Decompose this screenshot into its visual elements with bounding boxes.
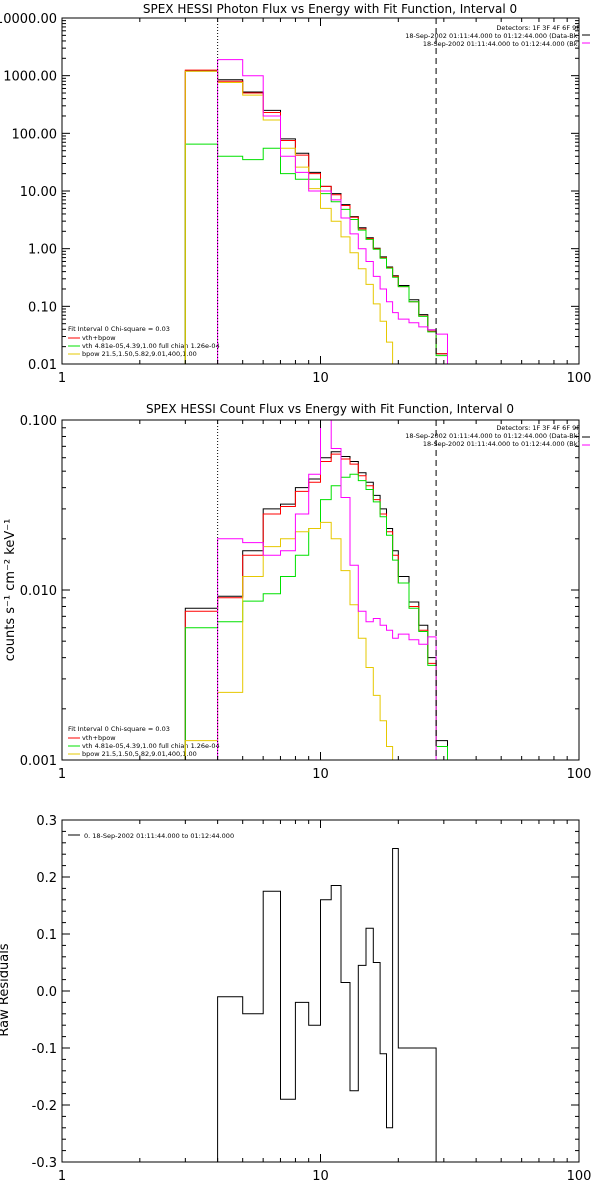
x-tick-label: 10 xyxy=(312,767,329,782)
legend-label: vth 4.81e-05,4.39,1.00 full chian 1.26e-… xyxy=(82,342,220,350)
legend-label: bpow 21.5,1.50,5.82,9.01,400,1.00 xyxy=(82,750,197,758)
y-tick-label: -0.2 xyxy=(32,1099,57,1114)
legend-label: 0. 18-Sep-2002 01:11:44.000 to 01:12:44.… xyxy=(84,832,234,840)
panel-title: SPEX HESSI Count Flux vs Energy with Fit… xyxy=(146,402,514,416)
x-tick-label: 10 xyxy=(312,1169,329,1184)
legend: 0. 18-Sep-2002 01:11:44.000 to 01:12:44.… xyxy=(84,832,234,840)
x-tick-label: 1 xyxy=(58,371,66,386)
legend-label: vth+bpow xyxy=(82,334,116,342)
legend-label: vth 4.81e-05,4.39,1.00 full chian 1.26e-… xyxy=(82,742,220,750)
y-tick-label: 1.00 xyxy=(28,243,57,258)
header-line: 18-Sep-2002 01:11:44.000 to 01:12:44.000… xyxy=(405,432,580,440)
x-tick-label: 10 xyxy=(312,371,329,386)
header-line: 18-Sep-2002 01:11:44.000 to 01:12:44.000… xyxy=(405,32,580,40)
legend: Fit Interval 0 Chi-square = 0.03 vth+bpo… xyxy=(68,325,220,358)
x-tick-label: 100 xyxy=(567,767,592,782)
series-line-total_red xyxy=(184,453,459,760)
series-line-data_black xyxy=(217,848,437,1162)
y-tick-label: 0.2 xyxy=(36,871,57,886)
plot-area xyxy=(184,420,459,760)
y-tick-label: 0.001 xyxy=(20,754,57,769)
series-line-data_magenta xyxy=(217,59,448,364)
series-line-data_black xyxy=(184,70,448,364)
series-line-data_black xyxy=(184,451,459,760)
plot-area xyxy=(217,848,437,1162)
y-tick-label: 100.00 xyxy=(12,127,58,142)
residuals-panel: Raw Residuals 0. 18-Sep-2002 01:11:44.00… xyxy=(0,814,591,1184)
header-line: 18-Sep-2002 01:11:44.000 to 01:12:44.000… xyxy=(423,40,580,48)
y-axis-label: counts s⁻¹ cm⁻² keV⁻¹ xyxy=(3,519,18,662)
y-axis-label: Raw Residuals xyxy=(0,943,12,1036)
panel-title: SPEX HESSI Photon Flux vs Energy with Fi… xyxy=(143,2,517,16)
header-block: Detectors: 1F 3F 4F 6F 9F 18-Sep-2002 01… xyxy=(405,24,580,48)
series-line-powerlaw_yellow xyxy=(184,521,459,760)
y-tick-label: 0.10 xyxy=(28,300,57,315)
series-line-thermal_green xyxy=(184,473,459,760)
x-tick-label: 1 xyxy=(58,767,66,782)
photon-flux-panel: SPEX HESSI Photon Flux vs Energy with Fi… xyxy=(0,2,592,386)
legend: Fit Interval 0 Chi-square = 0.03 vth+bpo… xyxy=(68,725,220,758)
series-line-powerlaw_yellow xyxy=(184,70,448,364)
legend-title: Fit Interval 0 Chi-square = 0.03 xyxy=(68,325,170,333)
y-tick-label: 0.3 xyxy=(36,814,57,829)
plot-area xyxy=(184,59,448,364)
x-tick-label: 100 xyxy=(567,371,592,386)
y-tick-label: 0.01 xyxy=(28,358,57,373)
legend-label: bpow 21.5,1.50,5.82,9.01,400,1.00 xyxy=(82,350,197,358)
y-tick-label: 0.1 xyxy=(36,928,57,943)
y-tick-label: 0.010 xyxy=(20,584,57,599)
x-tick-label: 1 xyxy=(58,1169,66,1184)
series-line-thermal_green xyxy=(184,143,448,364)
header-line: 18-Sep-2002 01:11:44.000 to 01:12:44.000… xyxy=(423,440,580,448)
y-tick-label: 0.100 xyxy=(20,414,57,429)
series-line-total_red xyxy=(184,69,448,364)
y-tick-label: -0.1 xyxy=(32,1042,57,1057)
y-tick-label: 10000.00 xyxy=(0,12,57,27)
legend-title: Fit Interval 0 Chi-square = 0.03 xyxy=(68,725,170,733)
y-tick-label: -0.3 xyxy=(32,1156,57,1171)
series-line-data_magenta xyxy=(217,420,448,760)
header-block: Detectors: 1F 3F 4F 6F 9F 18-Sep-2002 01… xyxy=(405,424,580,448)
y-tick-label: 10.00 xyxy=(20,185,57,200)
header-line: Detectors: 1F 3F 4F 6F 9F xyxy=(496,24,580,32)
count-flux-panel: SPEX HESSI Count Flux vs Energy with Fit… xyxy=(3,402,592,782)
header-line: Detectors: 1F 3F 4F 6F 9F xyxy=(496,424,580,432)
y-tick-label: 0.0 xyxy=(36,985,57,1000)
y-tick-label: 1000.00 xyxy=(3,70,57,85)
legend-label: vth+bpow xyxy=(82,734,116,742)
x-tick-label: 100 xyxy=(567,1169,592,1184)
